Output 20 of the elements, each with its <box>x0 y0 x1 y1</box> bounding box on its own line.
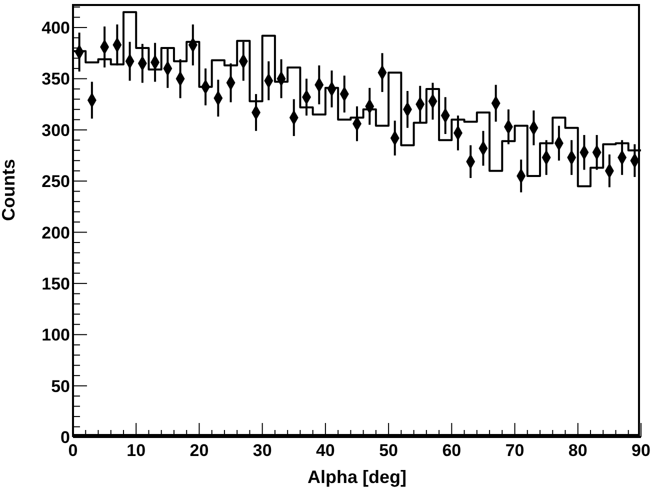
y-axis-title: Counts <box>0 159 18 221</box>
x-tick-label: 80 <box>568 441 588 460</box>
x-tick-label: 60 <box>442 441 462 460</box>
y-tick-label: 0 <box>60 428 70 447</box>
y-tick-label: 400 <box>42 18 70 38</box>
y-tick-label: 300 <box>42 120 70 140</box>
y-tick-label: 200 <box>42 223 70 242</box>
y-tick-label: 100 <box>42 326 70 345</box>
x-tick-label: 20 <box>190 441 209 460</box>
y-tick-label: 250 <box>42 172 70 192</box>
x-tick-label: 70 <box>505 441 524 460</box>
x-tick-label: 40 <box>316 441 335 460</box>
x-tick-label: 90 <box>632 441 650 460</box>
x-axis-title: Alpha [deg] <box>308 467 406 487</box>
y-tick-label: 150 <box>42 274 70 294</box>
x-tick-label: 50 <box>379 441 398 460</box>
x-tick-label: 10 <box>126 441 146 460</box>
y-tick-label: 350 <box>42 70 70 89</box>
y-tick-label: 50 <box>51 376 70 396</box>
x-tick-label: 30 <box>252 441 272 460</box>
